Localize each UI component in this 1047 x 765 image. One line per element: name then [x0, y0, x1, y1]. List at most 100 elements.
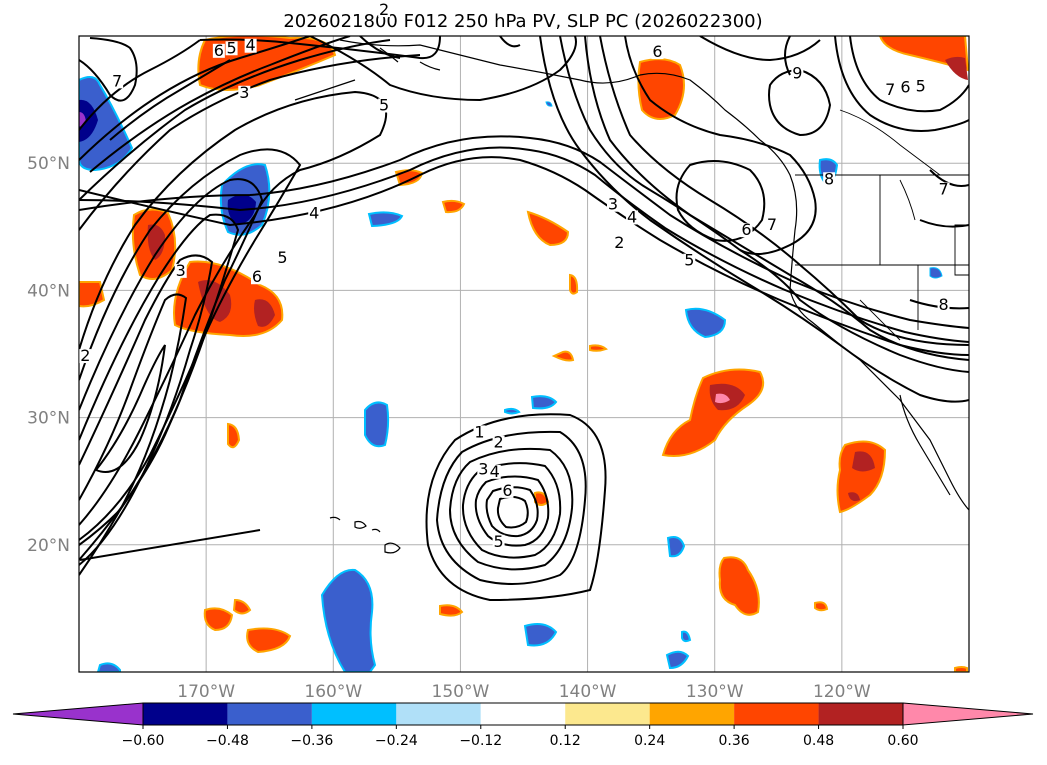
contour-label-bg	[492, 534, 505, 549]
contour-label: 5	[277, 248, 287, 267]
map-background	[79, 36, 969, 672]
contour-label: 5	[226, 38, 236, 57]
contour-label: 7	[938, 179, 948, 198]
pv-positive-shading	[79, 36, 969, 672]
contour-label-bg	[251, 270, 263, 285]
contour-label: 4	[309, 204, 319, 223]
contour-label: 6	[214, 41, 224, 60]
contour-label-bg	[488, 464, 501, 479]
contour-label-bg	[937, 182, 950, 197]
contour-label-bg	[308, 206, 321, 221]
contour-label: 2	[80, 346, 90, 365]
lon-tick-label: 160°W	[304, 682, 362, 702]
colorbar-tick-label: −0.48	[206, 733, 249, 749]
contour-label: 7	[112, 71, 122, 90]
contour-label-bg	[823, 172, 836, 187]
colorbar-extend-max	[902, 702, 1034, 726]
contour-label-bg	[607, 197, 619, 212]
colorbar-tick-label: −0.24	[375, 733, 418, 749]
lon-tick-label: 150°W	[432, 682, 490, 702]
lon-tick-label: 170°W	[177, 682, 235, 702]
contour-label: 9	[792, 64, 802, 83]
contour-label: 8	[824, 169, 834, 188]
contour-label-bg	[111, 74, 124, 89]
contour-label-bg	[492, 435, 505, 450]
contour-label: 6	[652, 42, 662, 61]
colorbar-segment	[311, 703, 397, 725]
lon-tick-label: 130°W	[686, 682, 744, 702]
contour-label-bg	[626, 210, 639, 225]
contour-label-bg	[914, 79, 927, 94]
lat-tick-label: 50°N	[27, 154, 70, 174]
slp-contours	[79, 36, 969, 602]
contour-label-bg	[651, 45, 664, 60]
contour-label-bg	[174, 263, 187, 278]
lat-tick-label: 40°N	[27, 281, 70, 301]
colorbar-tick-label: 0.36	[719, 733, 750, 749]
colorbar-segment	[565, 703, 650, 725]
contour-label-bg	[765, 218, 778, 233]
contour-label: 5	[916, 76, 926, 95]
colorbar-tick-label: 0.12	[550, 733, 581, 749]
coastlines	[294, 39, 969, 554]
colorbar-tick-label: 0.48	[803, 733, 834, 749]
contour-label: 4	[627, 207, 637, 226]
contour-label-bg	[378, 98, 391, 113]
contour-label: 7	[767, 215, 777, 234]
contour-label: 5	[379, 96, 389, 115]
colorbar-segment	[734, 703, 819, 725]
contour-label: 8	[938, 295, 948, 314]
contour-label-bg	[613, 235, 626, 250]
colorbar-tick-label: −0.60	[122, 733, 165, 749]
political-borders	[795, 109, 969, 341]
colorbar-tick-label: −0.12	[459, 733, 502, 749]
contour-label-bg	[79, 349, 92, 364]
contour-label: 5	[684, 251, 694, 270]
colorbar-segment	[227, 703, 312, 725]
contour-label-bg	[884, 83, 897, 98]
map-frame	[78, 35, 970, 673]
contour-label-bg	[378, 3, 391, 18]
colorbar-tick-label: −0.36	[290, 733, 333, 749]
contour-label-bg	[212, 43, 225, 58]
colorbar: −0.60 −0.48 −0.36 −0.24 −0.12 0.12 0.24 0.36 0.4…	[12, 702, 1034, 749]
contour-label-bg	[501, 483, 514, 498]
contour-label-bg	[477, 462, 490, 477]
contour-label-bg	[791, 66, 804, 81]
contour-label-bg	[937, 298, 950, 313]
colorbar-outline	[142, 702, 904, 726]
lon-tick-label: 120°W	[813, 682, 871, 702]
lat-tick-label: 30°N	[27, 409, 70, 429]
contour-label-bg	[276, 251, 289, 266]
colorbar-segment	[480, 703, 566, 725]
colorbar-segment	[649, 703, 735, 725]
contour-label: 2	[614, 233, 624, 252]
contour-label: 3	[176, 261, 186, 280]
contour-label: 3	[608, 195, 618, 214]
contour-label-bg	[225, 41, 238, 56]
lon-tick-label: 140°W	[559, 682, 617, 702]
contour-label: 6	[252, 267, 262, 286]
contour-label: 6	[900, 78, 910, 97]
pv-negative-shading	[79, 75, 943, 672]
contour-label: 4	[246, 36, 256, 55]
contour-label: 5	[493, 532, 503, 551]
contour-label: 2	[379, 0, 389, 19]
contour-label: 6	[741, 220, 751, 239]
contour-label: 6	[502, 481, 512, 500]
colorbar-segment	[143, 703, 228, 725]
contour-label: 7	[885, 80, 895, 99]
figure-title: 2026021800 F012 250 hPa PV, SLP PC (2026…	[283, 11, 762, 32]
lat-tick-label: 20°N	[27, 536, 70, 556]
contour-label-bg	[473, 425, 486, 440]
longitude-tick-labels: 170°W 160°W 150°W 140°W 130°W 120°W	[177, 682, 871, 702]
contour-label-bg	[238, 85, 251, 100]
colorbar-extend-min	[12, 702, 144, 726]
colorbar-segment	[396, 703, 481, 725]
contour-label-bg	[899, 80, 912, 95]
contour-label: 2	[493, 433, 503, 452]
contour-label: 3	[239, 83, 249, 102]
contour-label: 4	[490, 462, 500, 481]
